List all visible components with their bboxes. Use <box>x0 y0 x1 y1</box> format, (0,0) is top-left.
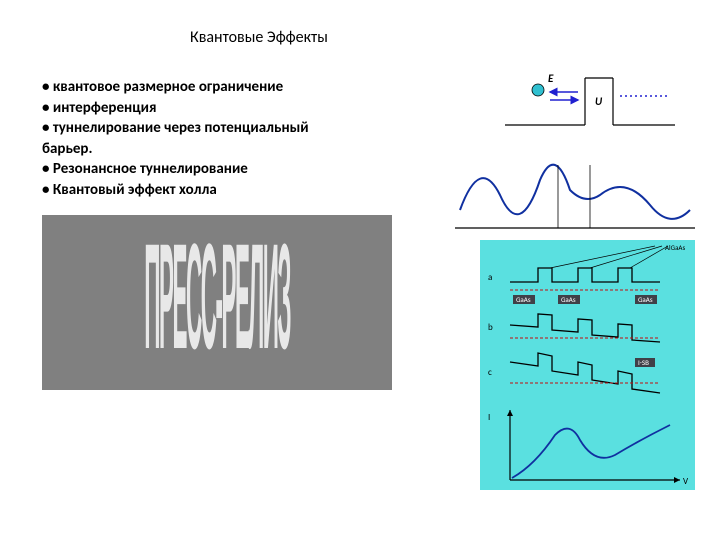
iv-i-label: I <box>488 412 490 423</box>
row-c-label: c <box>488 367 492 378</box>
resonant-figure: AlGaAs a GaAs GaAs GaAs b c I-SB I <box>480 240 695 490</box>
row-b-label: b <box>488 322 493 333</box>
press-release-text: ПРЕСС-РЕЛИЗ <box>144 218 290 388</box>
algaas-label: AlGaAs <box>665 243 685 252</box>
bullet-item: • туннелирование через потенциальный <box>42 119 392 139</box>
band-a <box>510 268 660 282</box>
bullet-item: • Резонансное туннелирование <box>42 160 392 180</box>
barrier-figure: E U <box>500 70 680 140</box>
gaas-3: GaAs <box>638 295 653 304</box>
wave-path <box>460 165 690 219</box>
bullet-item: • интерференция <box>42 99 392 119</box>
x-arrowhead <box>674 477 680 483</box>
press-release-block: ПРЕСС-РЕЛИЗ <box>42 215 392 390</box>
bullet-item: • квантовое размерное ограничение <box>42 78 392 98</box>
leader-1 <box>550 246 655 268</box>
wave-figure <box>450 150 700 235</box>
gaas-2: GaAs <box>561 295 576 304</box>
bullet-list: • квантовое размерное ограничение • инте… <box>42 78 392 201</box>
resonant-svg: AlGaAs a GaAs GaAs GaAs b c I-SB I <box>480 240 695 490</box>
gaas-1: GaAs <box>516 295 531 304</box>
iv-v-label: V <box>683 476 689 487</box>
e-label: E <box>548 72 554 85</box>
wave-svg <box>450 150 700 235</box>
isb-label: I-SB <box>638 358 649 367</box>
y-arrowhead <box>507 410 513 416</box>
iv-curve <box>512 425 670 478</box>
barrier-svg: E U <box>500 70 680 140</box>
u-label: U <box>595 95 603 108</box>
leader-3 <box>630 246 668 268</box>
particle-icon <box>532 84 544 96</box>
bullet-item: • Квантовый эффект холла <box>42 181 392 201</box>
row-a-label: a <box>488 272 492 283</box>
bullet-item: барьер. <box>42 140 392 160</box>
slide-title: Квантовые Эффекты <box>190 28 328 47</box>
